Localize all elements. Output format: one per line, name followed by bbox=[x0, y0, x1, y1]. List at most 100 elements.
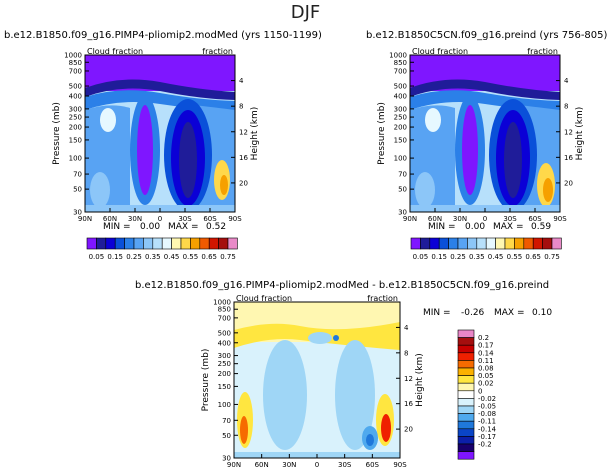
legend1-swatch bbox=[114, 237, 125, 250]
panel3-ytick-label: 150 bbox=[218, 383, 231, 391]
legend3-label: -0.02 bbox=[478, 395, 496, 403]
legend1-swatch bbox=[218, 237, 229, 250]
panel1-min-value: 0.00 bbox=[140, 222, 161, 232]
legend2-swatch bbox=[467, 237, 478, 250]
panel3-title: b.e12.B1850.f09_g16.PIMP4-pliomip2.modMe… bbox=[135, 280, 550, 291]
panel1-ytick-label: 70 bbox=[73, 171, 82, 179]
panel1-xtick-label: 90N bbox=[78, 215, 92, 223]
panel1-left-label: Cloud fraction bbox=[87, 47, 143, 56]
panel1-height-tick-label: 12 bbox=[239, 128, 248, 136]
panel3-ytick-label: 700 bbox=[218, 314, 231, 322]
panel2-ytick-label: 200 bbox=[394, 124, 407, 132]
panel2-ytick-label: 70 bbox=[398, 171, 407, 179]
panel3-xtick-label: 0 bbox=[315, 461, 319, 469]
panel2-ylabel-right: Height (km) bbox=[575, 107, 585, 161]
legend1-swatch bbox=[199, 237, 210, 250]
legend1-swatch bbox=[161, 237, 172, 250]
legend3-swatch bbox=[457, 329, 475, 338]
panel2-ytick-label: 250 bbox=[394, 114, 407, 122]
panel1-ytick-label: 300 bbox=[69, 105, 82, 113]
legend1-label: 0.75 bbox=[220, 253, 236, 261]
panel3-xtick-label: 30N bbox=[282, 461, 296, 469]
legend3-swatch bbox=[457, 337, 475, 346]
legend2-swatch bbox=[542, 237, 553, 250]
panel3-xtick-label: 60N bbox=[255, 461, 269, 469]
panel1-min-label: MIN = bbox=[103, 222, 131, 232]
panel1-max-label: MAX = bbox=[168, 222, 199, 232]
legend3-swatch bbox=[457, 382, 475, 392]
legend2-swatch bbox=[551, 237, 562, 250]
legend2-swatch bbox=[438, 237, 449, 250]
legend3-label: -0.11 bbox=[478, 418, 496, 426]
panel2-xtick-label: 0 bbox=[483, 215, 487, 223]
panel2-ylabel: Pressure (mb) bbox=[377, 102, 387, 165]
legend2-label: 0.05 bbox=[413, 253, 429, 261]
panel3-ytick-label: 300 bbox=[218, 352, 231, 360]
panel1-xtick-label: 60S bbox=[203, 215, 217, 223]
legend3-swatch bbox=[457, 428, 475, 437]
legend1-swatch bbox=[171, 237, 182, 250]
legend1-swatch bbox=[105, 237, 116, 250]
panel3-ylabel-right: Height (km) bbox=[415, 353, 425, 407]
legend2-swatch bbox=[495, 237, 506, 250]
panel3-height-tick-label: 8 bbox=[404, 349, 408, 357]
panel3-ytick-label: 1000 bbox=[213, 299, 231, 307]
legend3-label: -0.14 bbox=[478, 425, 497, 433]
legend1-swatch bbox=[133, 237, 144, 250]
legend2-swatch bbox=[523, 237, 534, 250]
panel2-xtick-label: 90N bbox=[403, 215, 417, 223]
legend3-swatch bbox=[457, 443, 475, 452]
panel3-ytick-label: 100 bbox=[218, 401, 231, 409]
panel1-xtick-label: 90S bbox=[228, 215, 242, 223]
legend3-swatch bbox=[457, 390, 475, 399]
page-title: DJF bbox=[290, 2, 321, 23]
legend2-label: 0.55 bbox=[507, 253, 523, 261]
panel1-xtick-label: 0 bbox=[158, 215, 162, 223]
panel2-height-tick-label: 4 bbox=[564, 77, 569, 85]
legend1-label: 0.15 bbox=[107, 253, 123, 261]
panel1-xtick-label: 30N bbox=[128, 215, 142, 223]
panel1-ytick-label: 100 bbox=[69, 155, 82, 163]
legend1-swatch bbox=[86, 237, 97, 250]
legend2-label: 0.25 bbox=[450, 253, 466, 261]
panel1-ytick-label: 500 bbox=[69, 83, 82, 91]
legend3-swatch bbox=[457, 451, 475, 460]
panel1-height-tick-label: 8 bbox=[239, 103, 243, 111]
panel3-ytick-label: 200 bbox=[218, 370, 231, 378]
panel1-ytick-label: 1000 bbox=[64, 52, 82, 60]
panel1-ylabel-right: Height (km) bbox=[250, 107, 260, 161]
panel2-max-label: MAX = bbox=[493, 222, 524, 232]
legend1-swatch bbox=[143, 237, 154, 250]
panel1-ytick-label: 200 bbox=[69, 124, 82, 132]
legend3-label: -0.05 bbox=[478, 403, 496, 411]
legend3-label: 0.02 bbox=[478, 380, 494, 388]
panel2-ytick-label: 150 bbox=[394, 136, 407, 144]
legend2-swatch bbox=[485, 237, 496, 250]
panel2-ytick-label: 50 bbox=[398, 186, 407, 194]
panel1-title: b.e12.B1850.f09_g16.PIMP4-pliomip2.modMe… bbox=[4, 30, 322, 41]
panel3-height-tick-label: 12 bbox=[404, 375, 413, 383]
legend2-swatch bbox=[457, 237, 468, 250]
panel2-height-tick-label: 8 bbox=[564, 103, 568, 111]
panel2-xtick-label: 30S bbox=[503, 215, 517, 223]
legend1-label: 0.35 bbox=[145, 253, 161, 261]
panel2-xtick-label: 30N bbox=[453, 215, 467, 223]
panel1-right-label: fraction bbox=[202, 47, 233, 56]
panel3-min-label: MIN = bbox=[423, 308, 451, 318]
legend2-swatch bbox=[410, 237, 421, 250]
panel2-xtick-label: 60N bbox=[428, 215, 442, 223]
panel3-ytick-label: 400 bbox=[218, 339, 231, 347]
panel2-xtick-label: 90S bbox=[553, 215, 567, 223]
panel1-ytick-label: 400 bbox=[69, 93, 82, 101]
legend1-label: 0.45 bbox=[164, 253, 180, 261]
legend3-label: 0.17 bbox=[478, 342, 494, 350]
panel1-xtick-label: 60N bbox=[103, 215, 117, 223]
panel3-max-value: 0.10 bbox=[532, 308, 553, 318]
panel1-ylabel: Pressure (mb) bbox=[52, 102, 62, 165]
legend3-label: 0.14 bbox=[478, 349, 494, 357]
legend3-swatch bbox=[457, 360, 475, 369]
legend2-label: 0.65 bbox=[525, 253, 541, 261]
legend1-swatch bbox=[227, 237, 238, 250]
legend3-swatch bbox=[457, 420, 475, 430]
panel3-ytick-label: 50 bbox=[222, 432, 231, 440]
